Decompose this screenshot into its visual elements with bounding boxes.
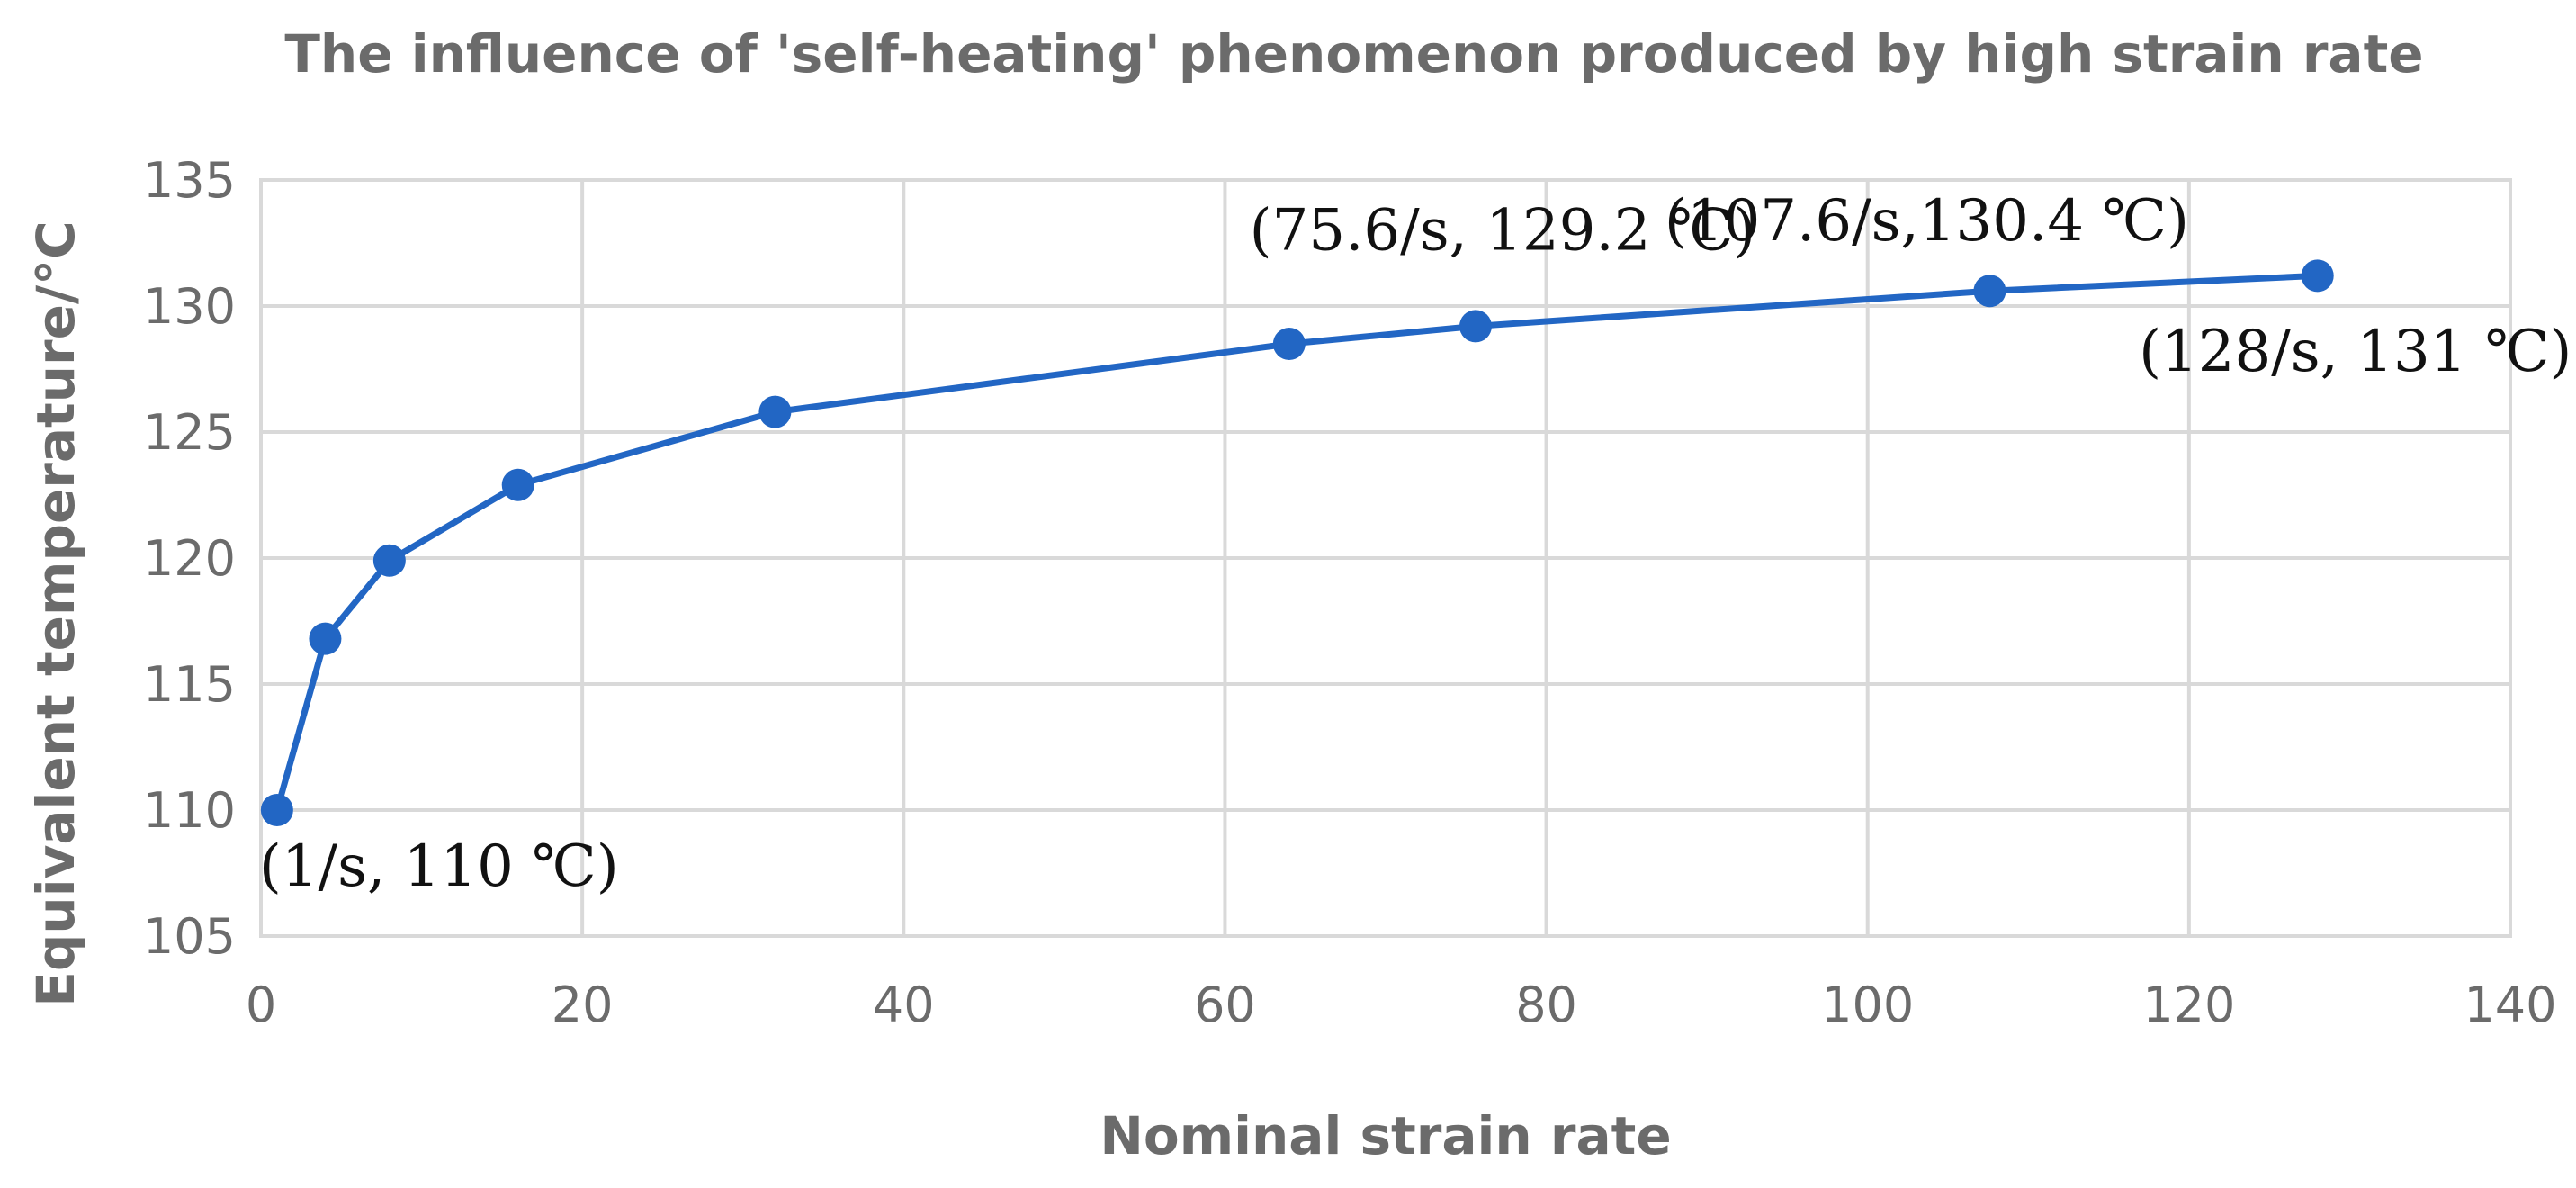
- x-tick-label: 20: [552, 976, 614, 1033]
- data-label: (75.6/s, 129.2 ℃): [1250, 197, 1756, 264]
- data-label: (128/s, 131 ℃): [2139, 319, 2572, 385]
- y-tick-label: 120: [143, 530, 236, 587]
- x-tick-label: 140: [2464, 976, 2556, 1033]
- annotations: (1/s, 110 ℃) (75.6/s, 129.2 ℃)(107.6/s,13…: [259, 188, 2572, 900]
- data-point: [372, 544, 406, 577]
- tick-labels: 105 110 115 120 125 130 135 0 20 40 60 80 100 120 140: [143, 152, 2557, 1033]
- y-axis-title: Equivalent temperature/°C: [25, 220, 86, 1006]
- x-tick-label: 80: [1515, 976, 1577, 1033]
- x-tick-label: 0: [246, 976, 276, 1033]
- data-point: [501, 468, 534, 501]
- y-tick-label: 125: [143, 404, 236, 461]
- y-tick-label: 135: [143, 152, 236, 209]
- y-tick-label: 110: [143, 782, 236, 839]
- y-tick-label: 130: [143, 278, 236, 335]
- data-label: (1/s, 110 ℃): [259, 833, 619, 900]
- x-axis-title: Nominal strain rate: [1100, 1105, 1671, 1166]
- x-tick-label: 120: [2142, 976, 2235, 1033]
- y-tick-label: 105: [143, 908, 236, 965]
- data-point: [758, 395, 792, 428]
- x-tick-label: 60: [1194, 976, 1256, 1033]
- data-point: [2301, 259, 2334, 292]
- data-point: [309, 622, 342, 655]
- chart-title: The influence of 'self-heating' phenomen…: [284, 23, 2423, 85]
- data-point: [260, 794, 293, 826]
- x-tick-label: 40: [873, 976, 935, 1033]
- series-layer: [260, 259, 2334, 826]
- data-point: [1973, 274, 2006, 308]
- plot-area-frame: [259, 178, 2512, 938]
- data-point: [1459, 310, 1492, 343]
- x-tick-label: 100: [1821, 976, 1914, 1033]
- y-tick-label: 115: [143, 656, 236, 713]
- grid-layer: [259, 178, 2512, 938]
- data-point: [1272, 328, 1306, 360]
- data-label: (107.6/s,130.4 ℃): [1665, 188, 2189, 255]
